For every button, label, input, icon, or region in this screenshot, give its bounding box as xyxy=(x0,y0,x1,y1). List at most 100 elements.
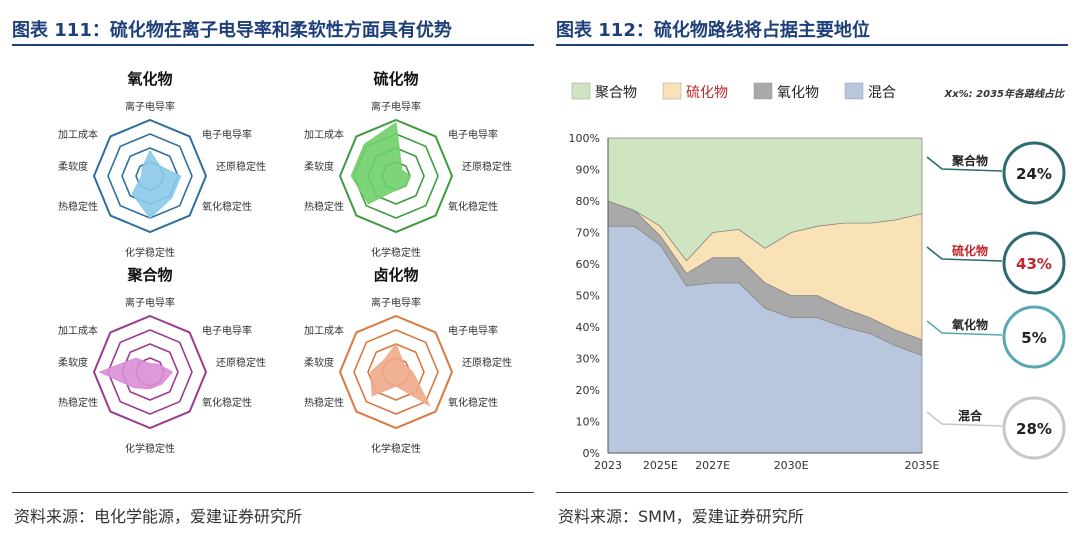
legend-label: 硫化物 xyxy=(686,85,728,101)
share-annotation: Xx%: 2035年各路线占比 xyxy=(944,88,1066,100)
share-name: 聚合物 xyxy=(951,153,988,168)
leader-line xyxy=(926,246,1003,262)
radar-axis-label: 离子电导率 xyxy=(125,296,175,309)
share-callout: 氧化物 5% xyxy=(926,305,1066,369)
share-name: 硫化物 xyxy=(952,243,988,258)
radar-axis-label: 还原稳定性 xyxy=(462,160,512,173)
right-title-rule xyxy=(556,44,1068,46)
x-tick-label: 2027E xyxy=(695,459,730,472)
radar-area xyxy=(350,121,411,205)
radar-axis-label: 还原稳定性 xyxy=(462,356,512,369)
radar-ring xyxy=(107,329,193,415)
legend-label: 混合 xyxy=(868,85,896,101)
radar-area xyxy=(98,357,174,390)
radar-axis-label: 氧化稳定性 xyxy=(448,200,498,213)
y-tick-label: 10% xyxy=(576,416,600,429)
radar-axis-label: 加工成本 xyxy=(304,324,344,337)
x-tick-label: 2035E xyxy=(905,459,940,472)
y-tick-label: 40% xyxy=(576,321,600,334)
left-source-rule xyxy=(12,492,534,493)
radar-axis-label: 还原稳定性 xyxy=(216,160,266,173)
radar-title: 聚合物 xyxy=(126,266,172,284)
radar-title: 卤化物 xyxy=(373,266,418,284)
legend-swatch xyxy=(571,82,591,100)
share-name: 氧化物 xyxy=(951,317,988,332)
area-chart: 聚合物 硫化物 氧化物 混合 Xx%: 2035年各路线占比0%10%20%30%40%… xyxy=(569,82,1066,472)
leader-line xyxy=(926,411,1003,427)
radar-axis-label: 柔软度 xyxy=(58,356,88,369)
share-callout: 聚合物 24% xyxy=(926,141,1066,205)
leader-line xyxy=(926,320,1003,336)
share-circle xyxy=(1002,141,1066,205)
radar-axis-label: 氧化稳定性 xyxy=(448,396,498,409)
radar-axis-label: 离子电导率 xyxy=(371,296,421,309)
legend-item: 混合 xyxy=(844,82,896,101)
radar-ring xyxy=(338,314,454,430)
share-circle xyxy=(1002,396,1066,460)
radar-title: 氧化物 xyxy=(126,70,172,88)
radar-axis-label: 离子电导率 xyxy=(125,100,175,113)
left-source: 资料来源：电化学能源，爱建证券研究所 xyxy=(14,507,303,526)
y-tick-label: 0% xyxy=(583,447,600,460)
y-tick-label: 80% xyxy=(576,195,600,208)
radar-axis-label: 热稳定性 xyxy=(304,396,344,409)
share-value: 5% xyxy=(1021,329,1046,347)
radar-ring xyxy=(121,343,179,401)
radar-area xyxy=(131,149,182,219)
y-tick-label: 70% xyxy=(576,227,600,240)
share-value: 28% xyxy=(1016,420,1052,438)
share-value: 43% xyxy=(1016,255,1052,273)
leader-line xyxy=(926,156,1003,172)
radar-axis-label: 电子电导率 xyxy=(448,324,498,337)
radar-axis-label: 电子电导率 xyxy=(448,128,498,141)
radar-axis-label: 化学稳定性 xyxy=(125,246,175,259)
legend-swatch xyxy=(662,82,682,100)
x-tick-label: 2025E xyxy=(643,459,678,472)
radar-axis-label: 柔软度 xyxy=(58,160,88,173)
radar-axis-label: 加工成本 xyxy=(58,128,98,141)
y-tick-label: 50% xyxy=(576,290,600,303)
radar-axis-label: 柔软度 xyxy=(304,356,334,369)
area-series xyxy=(607,137,923,262)
radar-axis-label: 热稳定性 xyxy=(58,396,98,409)
radar-axis-label: 化学稳定性 xyxy=(371,246,421,259)
radar-axis-label: 热稳定性 xyxy=(58,200,98,213)
legend-swatch xyxy=(753,82,773,100)
legend-swatch xyxy=(844,82,864,100)
share-callout: 硫化物 43% xyxy=(926,231,1066,295)
x-tick-label: 2023 xyxy=(594,459,622,472)
legend-item: 聚合物 xyxy=(571,82,637,101)
x-tick-label: 2030E xyxy=(774,459,809,472)
y-tick-label: 30% xyxy=(576,353,600,366)
legend-item: 氧化物 xyxy=(753,82,819,101)
radar-axis-label: 化学稳定性 xyxy=(125,442,175,455)
radar-axis-label: 电子电导率 xyxy=(202,324,252,337)
y-tick-label: 100% xyxy=(569,132,600,145)
share-callout: 混合 28% xyxy=(926,396,1066,460)
radar-axis-label: 化学稳定性 xyxy=(371,442,421,455)
radar-axis-label: 加工成本 xyxy=(304,128,344,141)
legend-item: 硫化物 xyxy=(662,82,728,101)
y-tick-label: 60% xyxy=(576,258,600,271)
radar-axis-label: 柔软度 xyxy=(304,160,334,173)
y-tick-label: 90% xyxy=(576,164,600,177)
left-title-rule xyxy=(12,44,534,46)
share-name: 混合 xyxy=(958,408,983,423)
radar-axis-label: 加工成本 xyxy=(58,324,98,337)
radar-area xyxy=(370,342,431,407)
left-figure-title: 图表 111：硫化物在离子电导率和柔软性方面具有优势 xyxy=(12,20,452,41)
legend-label: 聚合物 xyxy=(595,85,637,101)
radar-axis-label: 离子电导率 xyxy=(371,100,421,113)
share-circle xyxy=(1002,231,1066,295)
share-circle xyxy=(1002,305,1066,369)
radar-charts: 氧化物离子电导率电子电导率还原稳定性氧化稳定性化学稳定性热稳定性柔软度加工成本硫… xyxy=(58,70,512,455)
right-figure-title: 图表 112：硫化物路线将占据主要地位 xyxy=(556,20,870,41)
share-value: 24% xyxy=(1016,165,1052,183)
radar-title: 硫化物 xyxy=(373,70,418,88)
radar-axis-label: 氧化稳定性 xyxy=(202,396,252,409)
radar-axis-label: 氧化稳定性 xyxy=(202,200,252,213)
radar-ring xyxy=(92,314,208,430)
